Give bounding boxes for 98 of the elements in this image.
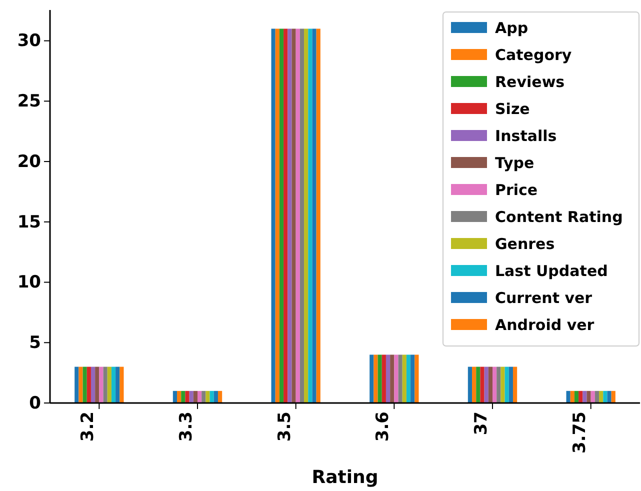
y-tick-label: 10 [17, 272, 42, 293]
bar [177, 390, 182, 403]
bar [210, 390, 214, 403]
y-tick-label: 15 [17, 212, 41, 232]
bar [500, 366, 505, 403]
bar [103, 366, 108, 403]
bar [578, 390, 583, 403]
bar [193, 390, 198, 403]
bar [414, 354, 419, 403]
bar [279, 28, 284, 403]
bar [512, 366, 518, 403]
bar [312, 28, 316, 403]
bar [86, 366, 91, 403]
legend-label: Category [495, 46, 572, 64]
x-tick-label: 3.2 [78, 412, 98, 442]
x-axis-title: Rating [312, 467, 378, 488]
bar [275, 28, 280, 403]
bar [95, 366, 100, 403]
bar [202, 390, 206, 403]
bar [386, 354, 390, 403]
bar [402, 354, 406, 403]
bar [480, 366, 484, 403]
legend-label: Price [495, 181, 538, 199]
legend-label: Size [495, 100, 530, 118]
bar [206, 390, 210, 403]
bar [292, 28, 296, 403]
legend-label: Genres [495, 235, 555, 253]
bar [370, 354, 374, 403]
bar [316, 28, 320, 403]
bar [74, 366, 79, 403]
bar [468, 366, 472, 403]
bar [508, 366, 513, 403]
bar [198, 390, 202, 403]
legend-label: Installs [495, 127, 557, 145]
bar [296, 28, 300, 403]
y-tick-label: 20 [17, 152, 42, 172]
bar [99, 366, 104, 403]
legend-label: Reviews [495, 73, 565, 91]
bar [120, 366, 124, 403]
bar [410, 354, 415, 403]
y-tick-label: 0 [29, 393, 42, 414]
bar [398, 354, 402, 403]
bar [181, 390, 186, 403]
x-tick-label: 3.5 [274, 412, 295, 442]
bar [496, 366, 501, 403]
bar [484, 366, 488, 403]
bar [90, 366, 96, 403]
legend-label: Current ver [495, 289, 593, 307]
bar [284, 28, 288, 403]
bar [378, 354, 382, 403]
x-tick-label: 3.6 [373, 412, 394, 442]
bar [304, 28, 308, 403]
bar [82, 366, 87, 403]
x-tick-label: 37 [472, 412, 492, 436]
legend-label: Android ver [495, 316, 595, 334]
legend-label: Type [495, 154, 534, 172]
bar [111, 366, 116, 403]
y-tick-label: 30 [17, 31, 42, 52]
bar [472, 366, 476, 403]
bar [116, 366, 120, 403]
bar [107, 366, 112, 403]
bar [574, 390, 579, 403]
bar [218, 390, 222, 403]
bar [603, 390, 608, 403]
bar [382, 354, 386, 403]
bar [394, 354, 398, 403]
bar [566, 390, 570, 403]
bar [599, 390, 604, 403]
y-tick-label: 25 [17, 92, 41, 112]
bar [214, 390, 218, 403]
y-tick-label: 5 [29, 333, 41, 354]
legend-label: App [495, 19, 528, 37]
bar [590, 390, 595, 403]
bar [406, 354, 411, 403]
bar [78, 366, 83, 403]
bar [185, 390, 190, 403]
legend-label: Last Updated [495, 262, 608, 280]
bar [308, 28, 312, 403]
bar [570, 390, 574, 403]
bar [476, 366, 480, 403]
bar [189, 390, 194, 403]
bar [374, 354, 378, 403]
bar [172, 390, 178, 403]
legend-label: Content Rating [495, 208, 623, 226]
bar [607, 390, 612, 403]
bar [586, 390, 591, 403]
bar [582, 390, 587, 403]
bar [488, 366, 492, 403]
bar [271, 28, 276, 403]
bar [594, 390, 600, 403]
bar [300, 28, 304, 403]
x-tick-label: 3.75 [570, 412, 590, 454]
bar [492, 366, 497, 403]
bar [611, 390, 616, 403]
bar [504, 366, 509, 403]
bar [390, 354, 394, 403]
x-tick-label: 3.3 [176, 412, 197, 442]
bar [288, 28, 292, 403]
